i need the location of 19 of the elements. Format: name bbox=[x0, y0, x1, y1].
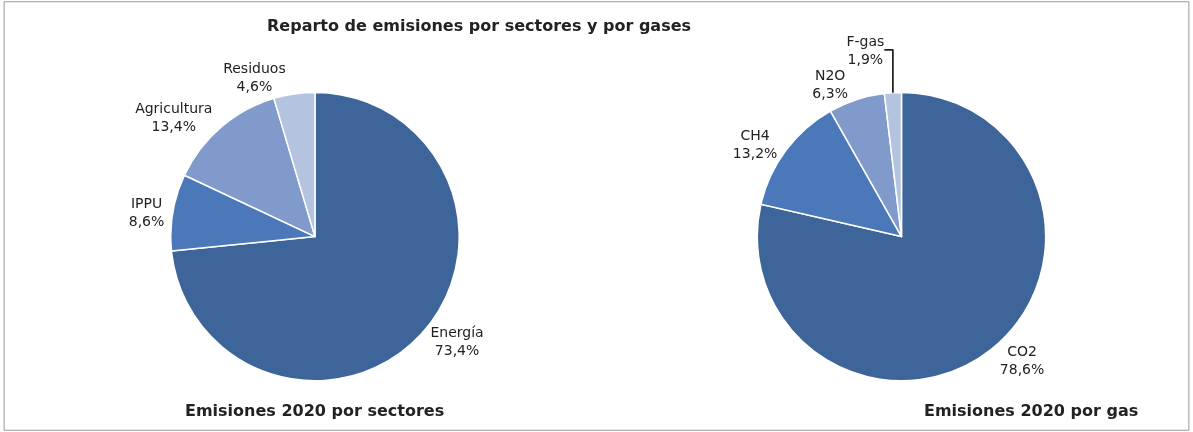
slice-label: N2O bbox=[814, 67, 846, 84]
slice-label: CH4 bbox=[740, 127, 770, 144]
slice-label: Agricultura bbox=[135, 100, 213, 117]
data-label: 13,4% bbox=[151, 118, 197, 135]
data-label: 78,6% bbox=[999, 360, 1045, 377]
data-label: 73,4% bbox=[434, 342, 480, 359]
data-label: 4,6% bbox=[236, 78, 273, 95]
data-label: 13,2% bbox=[732, 145, 778, 162]
text: Emisiones 2020 por gas bbox=[924, 401, 1139, 420]
data-label: 1,9% bbox=[847, 51, 884, 68]
data-label: 8,6% bbox=[128, 212, 165, 229]
slice-label: Energía bbox=[430, 323, 484, 340]
slice-label: CO2 bbox=[1007, 342, 1037, 359]
data-label: 6,3% bbox=[812, 85, 848, 102]
text: Reparto de emisiones por sectores y por gases bbox=[267, 16, 692, 35]
slice-label: Residuos bbox=[223, 60, 286, 77]
slice-label: F-gas bbox=[846, 32, 885, 49]
slice-label: IPPU bbox=[130, 194, 163, 211]
text: Emisiones 2020 por sectores bbox=[185, 401, 445, 420]
